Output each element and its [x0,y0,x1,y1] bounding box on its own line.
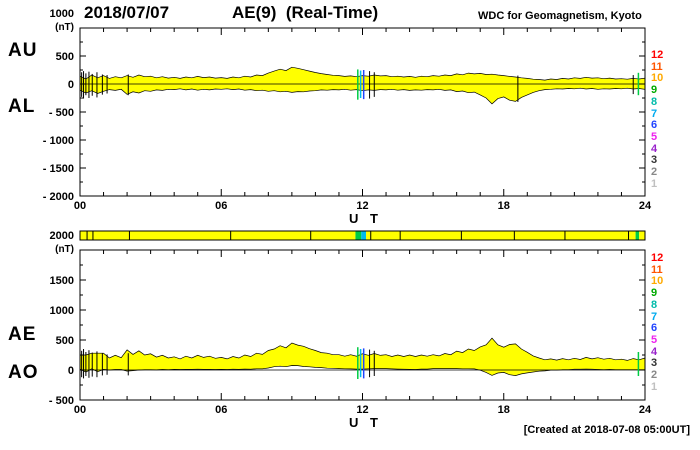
station-count-1: 1 [651,177,658,190]
svg-text:(nT): (nT) [55,22,74,33]
svg-text:- 500: - 500 [49,395,74,407]
station-count-8: 8 [651,298,658,311]
au-axis-label: AU [8,40,38,61]
station-count-5: 5 [651,131,658,144]
station-count-4: 4 [651,142,658,155]
station-count-5: 5 [651,334,658,347]
svg-text:2000: 2000 [50,230,74,242]
svg-text:12: 12 [356,200,368,212]
created-timestamp: [Created at 2018-07-08 05:00UT] [523,424,690,436]
svg-text:00: 00 [74,200,86,212]
svg-text:500: 500 [56,335,74,347]
plot-title: AE(9) (Real-Time) [232,3,379,22]
svg-text:- 1000: - 1000 [43,135,74,147]
svg-text:- 500: - 500 [49,107,74,119]
al-axis-label: AL [8,96,36,117]
svg-text:00: 00 [74,404,86,416]
ao-axis-label: AO [8,362,39,383]
station-count-10: 10 [651,72,664,85]
station-count-11: 11 [651,263,663,276]
station-count-2: 2 [651,369,658,382]
station-count-1: 1 [651,380,658,393]
svg-text:18: 18 [498,200,510,212]
svg-text:1000: 1000 [50,8,74,20]
station-count-2: 2 [651,166,658,179]
station-count-6: 6 [651,119,658,132]
station-count-3: 3 [651,357,658,370]
station-status-bar [79,230,646,241]
AU-AL-band [79,66,646,105]
station-count-4: 4 [651,345,658,358]
station-count-11: 11 [651,60,663,73]
station-count-7: 7 [651,310,658,323]
station-count-9: 9 [651,287,658,300]
svg-text:06: 06 [215,404,227,416]
station-count-7: 7 [651,107,658,120]
station-count-3: 3 [651,154,658,167]
station-count-10: 10 [651,275,664,288]
station-count-8: 8 [651,95,658,108]
svg-text:1500: 1500 [50,275,74,287]
svg-text:12: 12 [356,404,368,416]
source-label: WDC for Geomagnetism, Kyoto [478,10,642,22]
ut-axis-label-bottom: U T [349,415,382,430]
svg-text:24: 24 [639,200,652,212]
panel-AU-AL: 1000 500 0 - 500 - 1000 - 1500 - 2000 (nT) 00 06 1… [43,8,652,212]
station-number-scale-top: 12 11 10 9 8 7 6 5 4 3 2 1 [651,50,673,190]
station-number-scale-bottom: 12 11 10 9 8 7 6 5 4 3 2 1 [651,253,673,393]
plot-date: 2018/07/07 [84,3,170,22]
station-count-12: 12 [651,252,664,264]
svg-text:06: 06 [215,200,227,212]
svg-text:0: 0 [68,79,74,91]
station-count-12: 12 [651,49,664,61]
svg-text:1000: 1000 [50,305,74,317]
ae-axis-label: AE [8,324,37,345]
svg-text:0: 0 [68,365,74,377]
svg-text:- 1500: - 1500 [43,163,74,175]
panel-AE-AO: 2000 1500 1000 500 0 - 500 (nT) 00 06 12 18 24 [49,230,652,416]
svg-text:24: 24 [639,404,652,416]
svg-text:18: 18 [498,404,510,416]
ut-axis-label-top: U T [349,211,382,226]
station-count-6: 6 [651,322,658,335]
svg-text:- 2000: - 2000 [43,191,74,203]
svg-text:(nT): (nT) [55,244,74,255]
svg-text:500: 500 [56,51,74,63]
station-count-9: 9 [651,84,658,97]
